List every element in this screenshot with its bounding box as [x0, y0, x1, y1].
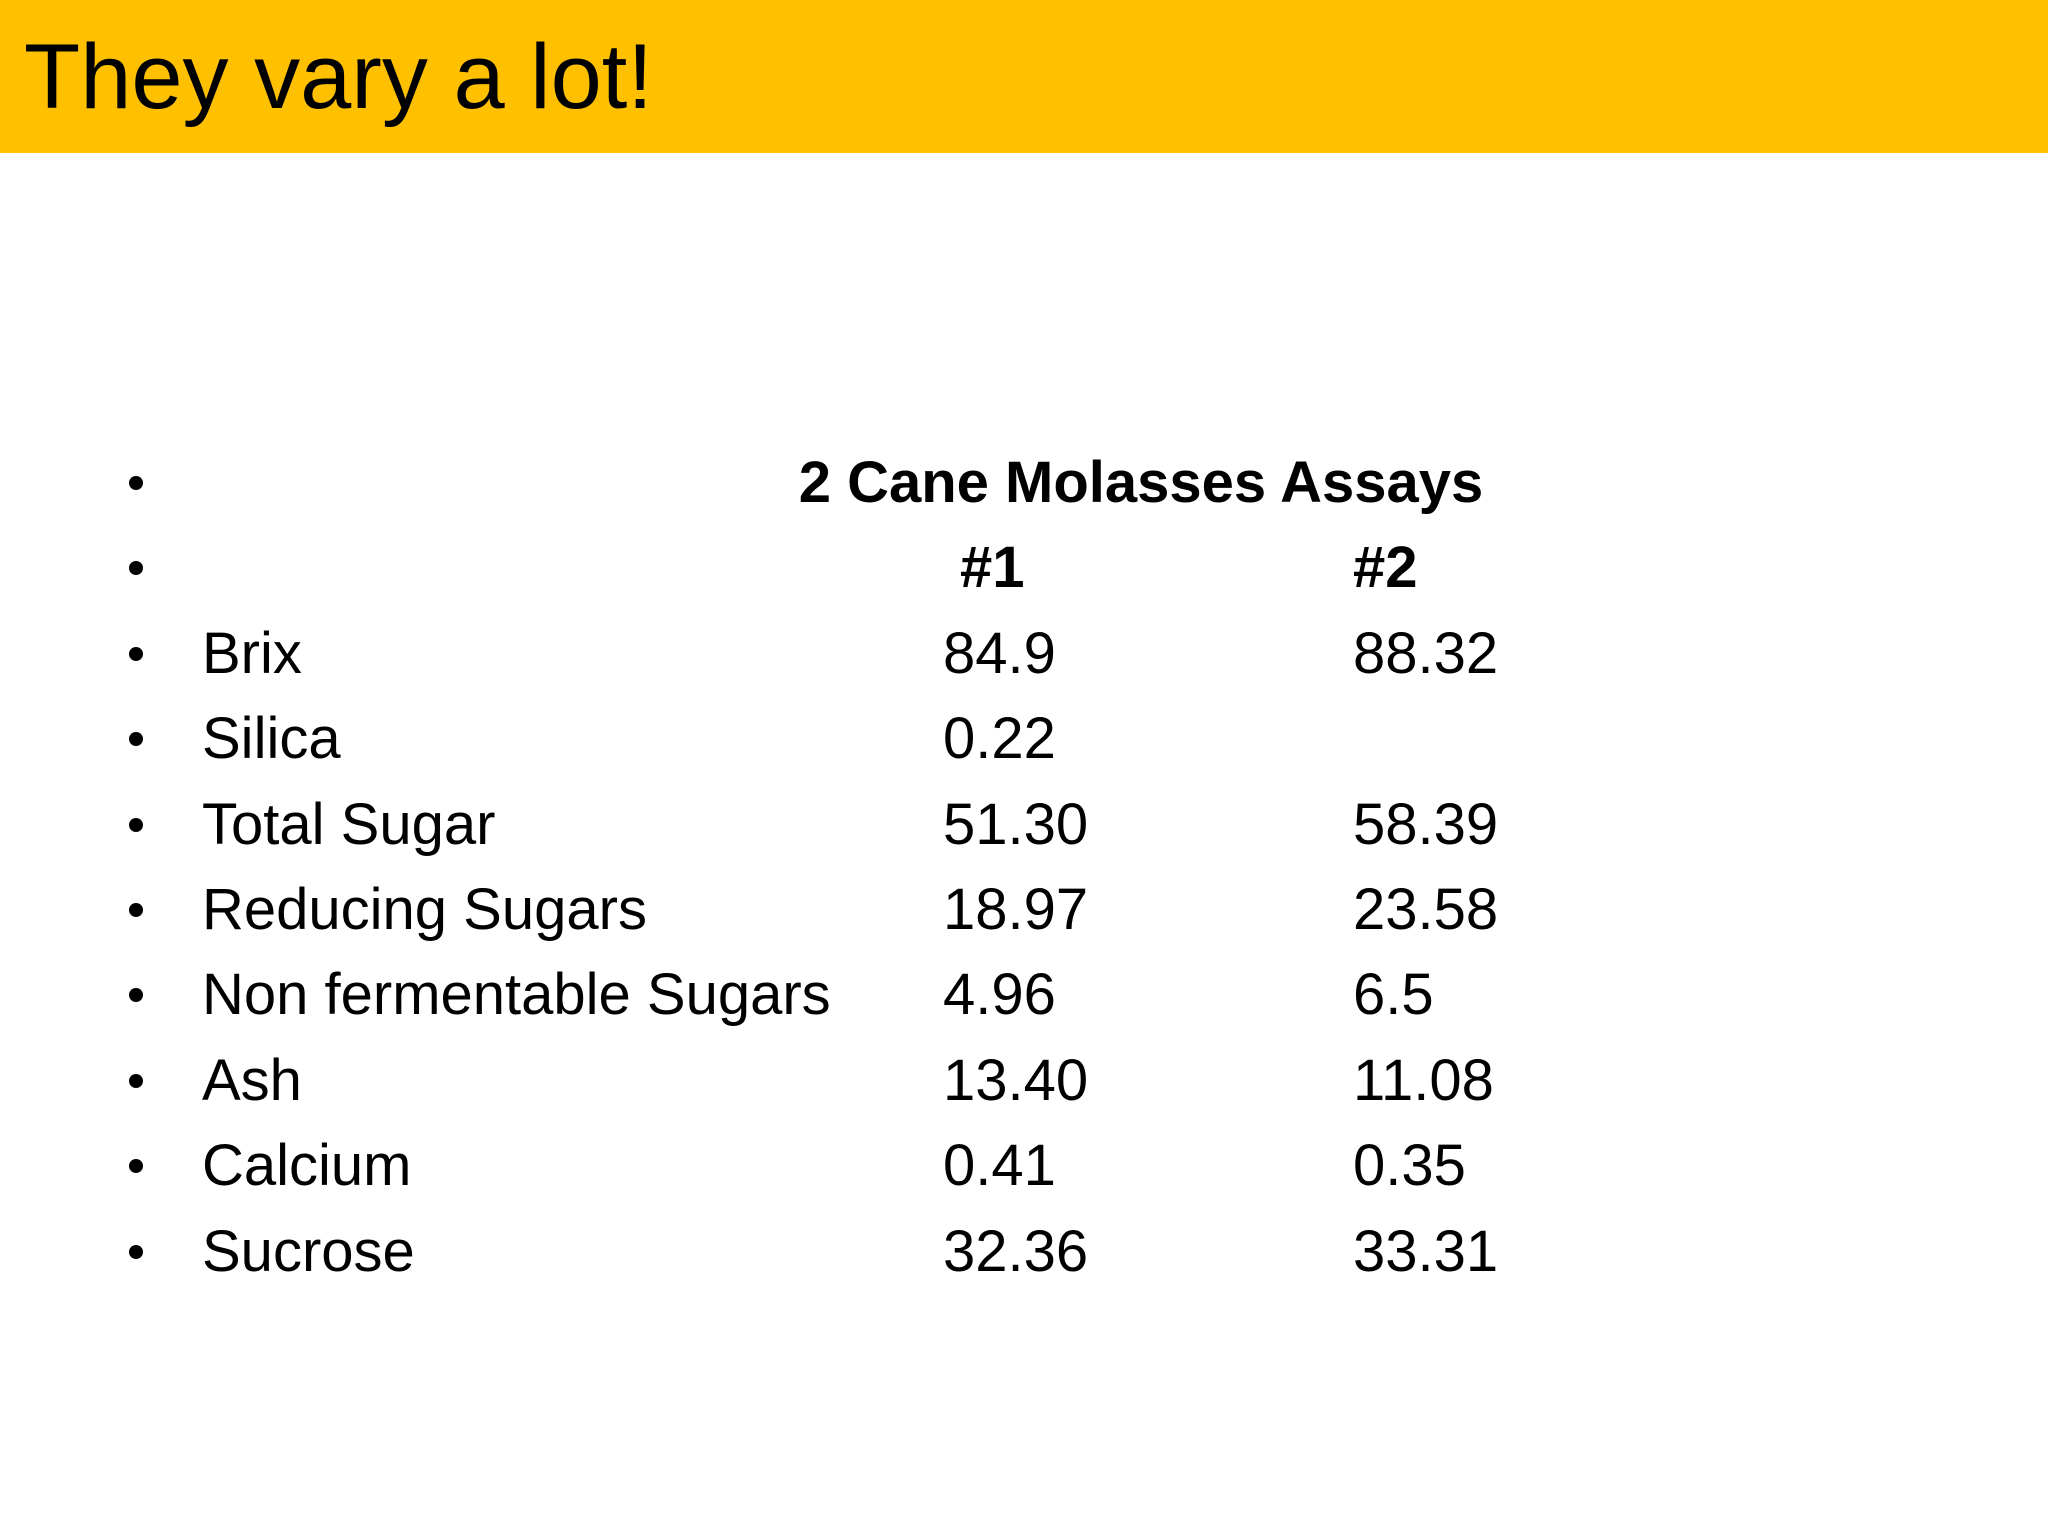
column-header: #1	[960, 535, 1025, 601]
assay-value: 4.96	[943, 962, 1056, 1028]
assay-value: 51.30	[943, 791, 1089, 857]
row-label: Sucrose	[202, 1218, 415, 1284]
assay-value: 84.9	[943, 620, 1056, 686]
assay-value: 32.36	[943, 1218, 1089, 1284]
bullet	[129, 476, 143, 490]
header-bar: They vary a lot!	[0, 0, 2048, 153]
bullet	[129, 1244, 143, 1259]
bullet	[129, 561, 143, 576]
column-header: #2	[1353, 535, 1418, 601]
bullet	[129, 646, 143, 661]
bullet	[129, 903, 143, 917]
assay-value: 88.32	[1353, 620, 1499, 686]
row-label: Ash	[202, 1047, 302, 1113]
slide-title: They vary a lot!	[24, 26, 653, 128]
assay-value: 23.58	[1353, 877, 1499, 942]
row-label: Calcium	[202, 1133, 412, 1199]
assay-value: 33.31	[1353, 1218, 1499, 1284]
assay-value: 18.97	[943, 877, 1089, 942]
assay-value: 11.08	[1353, 1047, 1494, 1113]
assay-value: 0.22	[943, 706, 1056, 772]
bullet	[129, 1159, 143, 1174]
assay-value: 13.40	[943, 1047, 1089, 1113]
row-label: Non fermentable Sugars	[202, 962, 831, 1028]
assay-value: 58.39	[1353, 791, 1499, 857]
bullet	[129, 732, 143, 747]
row-label: Total Sugar	[202, 791, 496, 857]
assay-value: 6.5	[1353, 962, 1434, 1028]
row-label: Reducing Sugars	[202, 877, 647, 942]
assay-value: 0.35	[1353, 1133, 1466, 1199]
bullet	[129, 817, 143, 832]
bullet	[129, 1073, 143, 1088]
assay-value: 0.41	[943, 1133, 1056, 1199]
row-label: Brix	[202, 620, 302, 686]
row-label: Silica	[202, 706, 341, 772]
bullet	[129, 988, 143, 1003]
table-heading: 2 Cane Molasses Assays	[798, 450, 1484, 515]
